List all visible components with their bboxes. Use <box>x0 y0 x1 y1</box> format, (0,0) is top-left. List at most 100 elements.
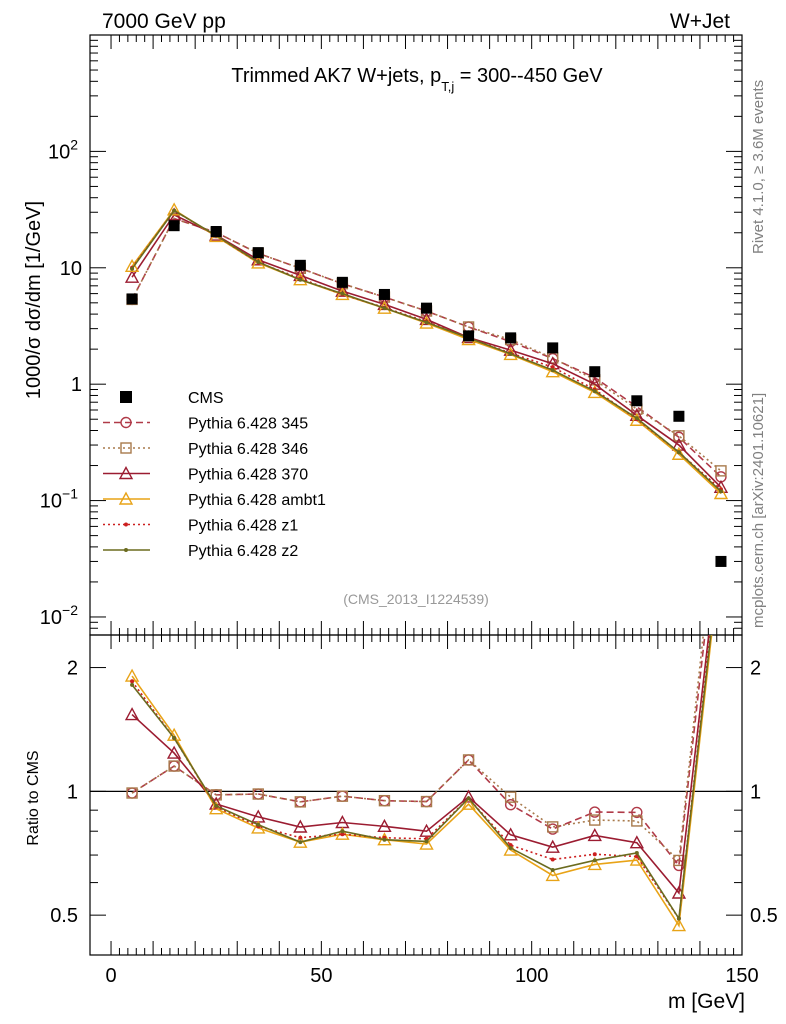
x-tick-label: 0 <box>105 965 116 987</box>
series-marker-ratio <box>589 806 601 818</box>
header-right: W+Jet <box>670 10 730 33</box>
series-marker-ratio <box>629 835 645 849</box>
series-marker-ratio <box>508 846 513 851</box>
series-marker-ratio <box>634 850 639 855</box>
series-marker-ratio <box>252 788 264 800</box>
series-marker-ratio <box>130 682 135 687</box>
legend-marker <box>124 548 128 552</box>
ratio-frame <box>89 634 743 956</box>
series-marker-ratio <box>676 916 681 921</box>
series-marker-main <box>718 489 723 494</box>
series-marker-ratio <box>340 832 345 837</box>
series-marker-ratio <box>424 839 429 844</box>
cms-data-point <box>336 276 348 288</box>
main-panel: 10−2 10−1 1 10 102 <box>40 34 743 636</box>
y-tick-label-ratio-right: 1 <box>750 781 761 803</box>
series-marker-ratio <box>504 798 517 811</box>
series-line-ratio <box>131 635 713 928</box>
legend-label: Pythia 6.428 z1 <box>188 518 298 535</box>
series-marker-ratio <box>587 827 602 842</box>
cms-data-point <box>421 302 433 314</box>
series-marker-ratio <box>547 821 559 833</box>
series-marker-ratio <box>209 801 224 815</box>
series-marker-ratio <box>168 760 180 772</box>
legend-marker <box>120 442 132 454</box>
legend-label: Pythia 6.428 370 <box>188 467 308 484</box>
ratio-y-axis-label: Ratio to CMS <box>25 750 42 845</box>
series-marker-ratio <box>545 868 560 882</box>
cms-data-point <box>126 293 138 305</box>
series-marker-ratio <box>419 823 434 837</box>
y-tick-label-ratio: 1 <box>67 781 78 803</box>
title-part-3: = 300--450 GeV <box>454 65 603 87</box>
series-line-ratio <box>131 635 706 868</box>
y-tick-label-main: 10 <box>60 258 82 280</box>
series-marker-main <box>671 437 687 451</box>
legend-label: Pythia 6.428 345 <box>188 416 308 433</box>
title-part-1: Trimmed AK7 W+jets, p <box>231 65 441 87</box>
series-line-main <box>131 217 722 472</box>
y-tick-label-main: 10−2 <box>40 602 78 629</box>
series-marker-ratio <box>461 796 476 810</box>
series-marker-ratio <box>503 827 518 841</box>
cms-data-point <box>715 555 727 567</box>
legend-marker <box>118 466 134 480</box>
series-marker-ratio <box>419 836 434 850</box>
x-tick-label: 100 <box>515 965 548 987</box>
series-marker-ratio <box>592 852 597 857</box>
series-marker-ratio <box>587 857 602 871</box>
series-marker-main <box>550 368 555 373</box>
series-marker-main <box>508 351 513 356</box>
x-tick-label: 50 <box>310 965 332 987</box>
series-line-ratio <box>131 635 710 895</box>
y-tick-label-main: 1 <box>71 374 82 396</box>
y-tick-label-ratio-right: 2 <box>750 658 761 680</box>
series-line-ratio <box>131 635 705 863</box>
series-marker-main <box>592 389 597 394</box>
y-tick-label-ratio-right: 0.5 <box>750 905 778 927</box>
series-marker-ratio <box>461 789 476 803</box>
y-tick-label-main: 10−1 <box>40 486 78 513</box>
series-marker-main <box>172 208 177 213</box>
ratio-curves <box>124 635 713 932</box>
series-marker-ratio <box>631 815 643 827</box>
series-marker-ratio <box>298 835 303 840</box>
cms-data-point <box>210 226 222 238</box>
series-marker-main <box>340 291 345 296</box>
series-line-main <box>131 213 722 488</box>
title-part-2: T,j <box>441 79 454 94</box>
mcplots-label: mcplots.cern.ch [arXiv:2401.10621] <box>750 393 767 628</box>
series-marker-ratio <box>124 707 140 721</box>
series-marker-ratio <box>629 852 645 866</box>
y-tick-label-main: 102 <box>48 136 78 163</box>
series-marker-main <box>382 306 387 311</box>
series-marker-ratio <box>336 790 349 802</box>
cms-data-point <box>673 410 685 422</box>
series-marker-ratio <box>631 806 643 819</box>
ratio-panel: 0 50 100 150 0.5 0.5 1 1 2 2 <box>50 634 778 987</box>
legend-label-cms: CMS <box>188 390 224 407</box>
series-marker-main <box>550 365 555 370</box>
legend: CMS Pythia 6.428 345 Pythia 6.428 346 Pythi… <box>103 390 326 560</box>
legend-label: Pythia 6.428 346 <box>188 441 308 458</box>
series-marker-ratio <box>550 867 555 872</box>
main-curves <box>124 202 729 567</box>
series-marker-ratio <box>214 803 219 808</box>
analysis-watermark: (CMS_2013_I1224539) <box>343 591 489 607</box>
series-marker-ratio <box>126 787 138 799</box>
rivet-version-label: Rivet 4.1.0, ≥ 3.6M events <box>750 80 767 254</box>
series-marker-ratio <box>545 839 560 853</box>
series-line-main <box>131 217 722 478</box>
series-marker-ratio <box>130 679 135 684</box>
cms-data-point <box>589 366 601 378</box>
legend-marker <box>120 416 132 429</box>
cms-data-point <box>463 330 475 342</box>
cms-data-point <box>547 342 559 354</box>
x-tick-label: 150 <box>725 965 758 987</box>
series-marker-ratio <box>298 840 303 845</box>
legend-label: Pythia 6.428 ambt1 <box>188 492 326 509</box>
series-marker-main <box>419 311 434 326</box>
series-marker-ratio <box>466 796 471 801</box>
series-marker-main <box>298 277 303 282</box>
series-marker-main <box>676 450 681 455</box>
